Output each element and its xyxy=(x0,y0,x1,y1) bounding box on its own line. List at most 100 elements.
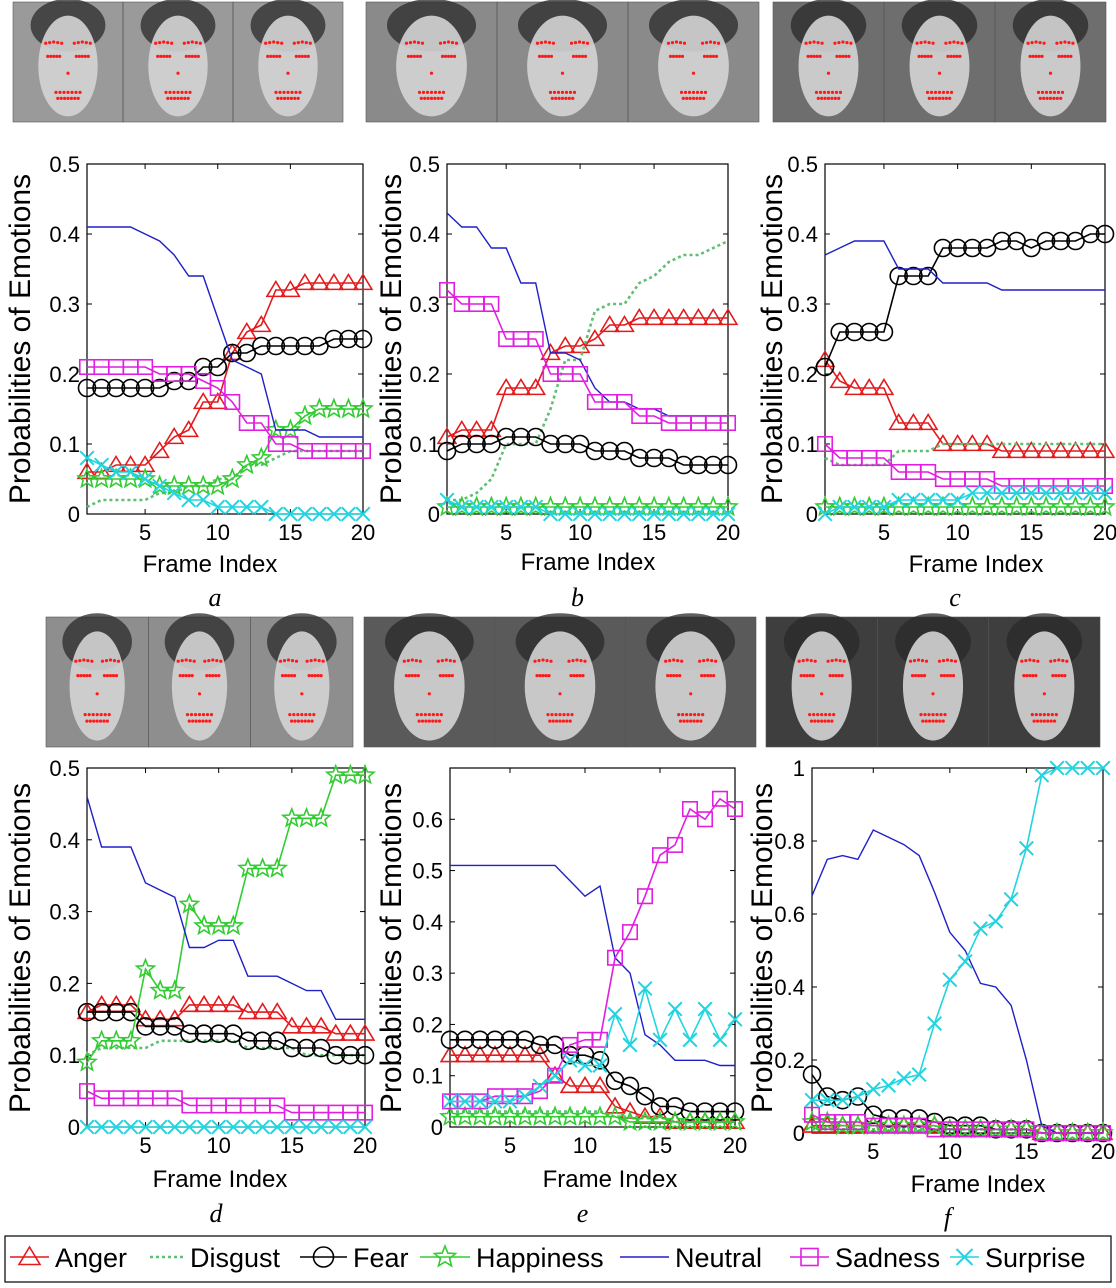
landmark-point xyxy=(85,674,89,678)
landmark-point xyxy=(309,659,313,663)
landmark-point xyxy=(423,96,427,100)
data-point xyxy=(293,404,316,426)
landmark-point xyxy=(949,54,953,59)
landmark-point xyxy=(316,674,320,678)
landmark-point xyxy=(545,659,549,663)
series-surprise xyxy=(439,492,736,522)
face-shape xyxy=(258,15,318,117)
landmark-point xyxy=(317,659,321,663)
data-point xyxy=(803,1106,821,1123)
landmark-point xyxy=(162,54,166,59)
data-point xyxy=(1051,231,1071,251)
face-image xyxy=(877,613,989,748)
landmark-point xyxy=(290,659,295,663)
x-tick-label: 5 xyxy=(500,520,512,545)
landmark-point xyxy=(840,674,844,678)
plot-area xyxy=(811,767,1104,1134)
landmark-point xyxy=(415,54,420,59)
landmark-point xyxy=(408,41,413,45)
data-point xyxy=(600,441,619,461)
landmark-point xyxy=(300,54,304,59)
landmark-point xyxy=(452,54,457,59)
face-image xyxy=(494,613,626,748)
data-point xyxy=(1079,1124,1096,1142)
data-point xyxy=(195,492,211,508)
landmark-point xyxy=(441,674,445,678)
landmark-point xyxy=(292,41,296,45)
data-point xyxy=(1082,485,1098,501)
landmark-point xyxy=(949,90,954,94)
landmark-point xyxy=(424,719,428,723)
data-point xyxy=(239,499,255,515)
landmark-point xyxy=(307,674,311,678)
y-tick-label: 0.6 xyxy=(412,807,443,832)
legend-entry-anger: Anger xyxy=(10,1243,127,1273)
face-shape xyxy=(394,631,465,741)
data-point xyxy=(589,1075,611,1094)
data-point xyxy=(1079,440,1101,459)
data-point xyxy=(572,506,588,522)
series-neutral xyxy=(86,796,365,1020)
landmark-point xyxy=(286,71,290,75)
data-point xyxy=(615,441,634,461)
data-point xyxy=(495,377,517,396)
landmark-point xyxy=(1052,96,1056,100)
landmark-point xyxy=(296,96,300,100)
data-point xyxy=(221,467,244,489)
landmark-point xyxy=(578,674,582,678)
landmark-point xyxy=(818,54,822,59)
data-point xyxy=(717,307,739,326)
landmark-point xyxy=(569,674,573,678)
data-point xyxy=(253,1031,272,1051)
landmark-point xyxy=(1048,71,1053,75)
landmark-point xyxy=(435,713,439,717)
legend-label: Neutral xyxy=(675,1243,762,1273)
face-image xyxy=(250,613,354,748)
data-point xyxy=(720,506,736,522)
landmark-point xyxy=(173,96,177,100)
face-shape xyxy=(69,631,125,741)
landmark-point xyxy=(412,40,417,44)
landmark-point xyxy=(678,41,683,45)
landmark-point xyxy=(700,41,705,45)
landmark-point xyxy=(1034,54,1038,59)
landmark-point xyxy=(568,719,572,723)
landmark-point xyxy=(409,54,414,59)
data-point xyxy=(354,1023,376,1041)
landmark-point xyxy=(921,719,925,723)
landmark-point xyxy=(427,692,431,696)
landmark-point xyxy=(266,54,270,59)
landmark-point xyxy=(300,713,304,717)
series-line xyxy=(87,282,363,473)
landmark-point xyxy=(1048,96,1053,100)
series-line xyxy=(86,774,365,1063)
landmark-point xyxy=(278,54,282,59)
data-point xyxy=(979,485,995,501)
data-point xyxy=(298,1119,314,1135)
data-point xyxy=(644,448,664,468)
landmark-point xyxy=(927,713,931,717)
data-point xyxy=(442,1093,458,1109)
landmark-point xyxy=(286,90,290,94)
landmark-point xyxy=(1057,658,1061,662)
landmark-point xyxy=(313,674,317,678)
landmark-point xyxy=(1044,90,1049,94)
panel-letter: e xyxy=(577,1199,589,1228)
landmark-point xyxy=(926,54,930,59)
landmark-point xyxy=(547,41,552,45)
landmark-point xyxy=(937,659,942,663)
data-point xyxy=(469,1045,491,1063)
landmark-point xyxy=(1046,713,1050,717)
landmark-point xyxy=(1036,659,1040,663)
data-point xyxy=(150,1017,170,1036)
landmark-point xyxy=(541,658,545,662)
landmark-point xyxy=(1039,719,1043,723)
landmark-point xyxy=(72,41,76,45)
data-point xyxy=(1009,485,1025,501)
data-point xyxy=(705,506,721,522)
face-image xyxy=(883,0,996,123)
landmark-point xyxy=(1059,41,1063,45)
landmark-point xyxy=(180,90,184,94)
landmark-point xyxy=(945,674,950,678)
landmark-point xyxy=(554,96,558,100)
